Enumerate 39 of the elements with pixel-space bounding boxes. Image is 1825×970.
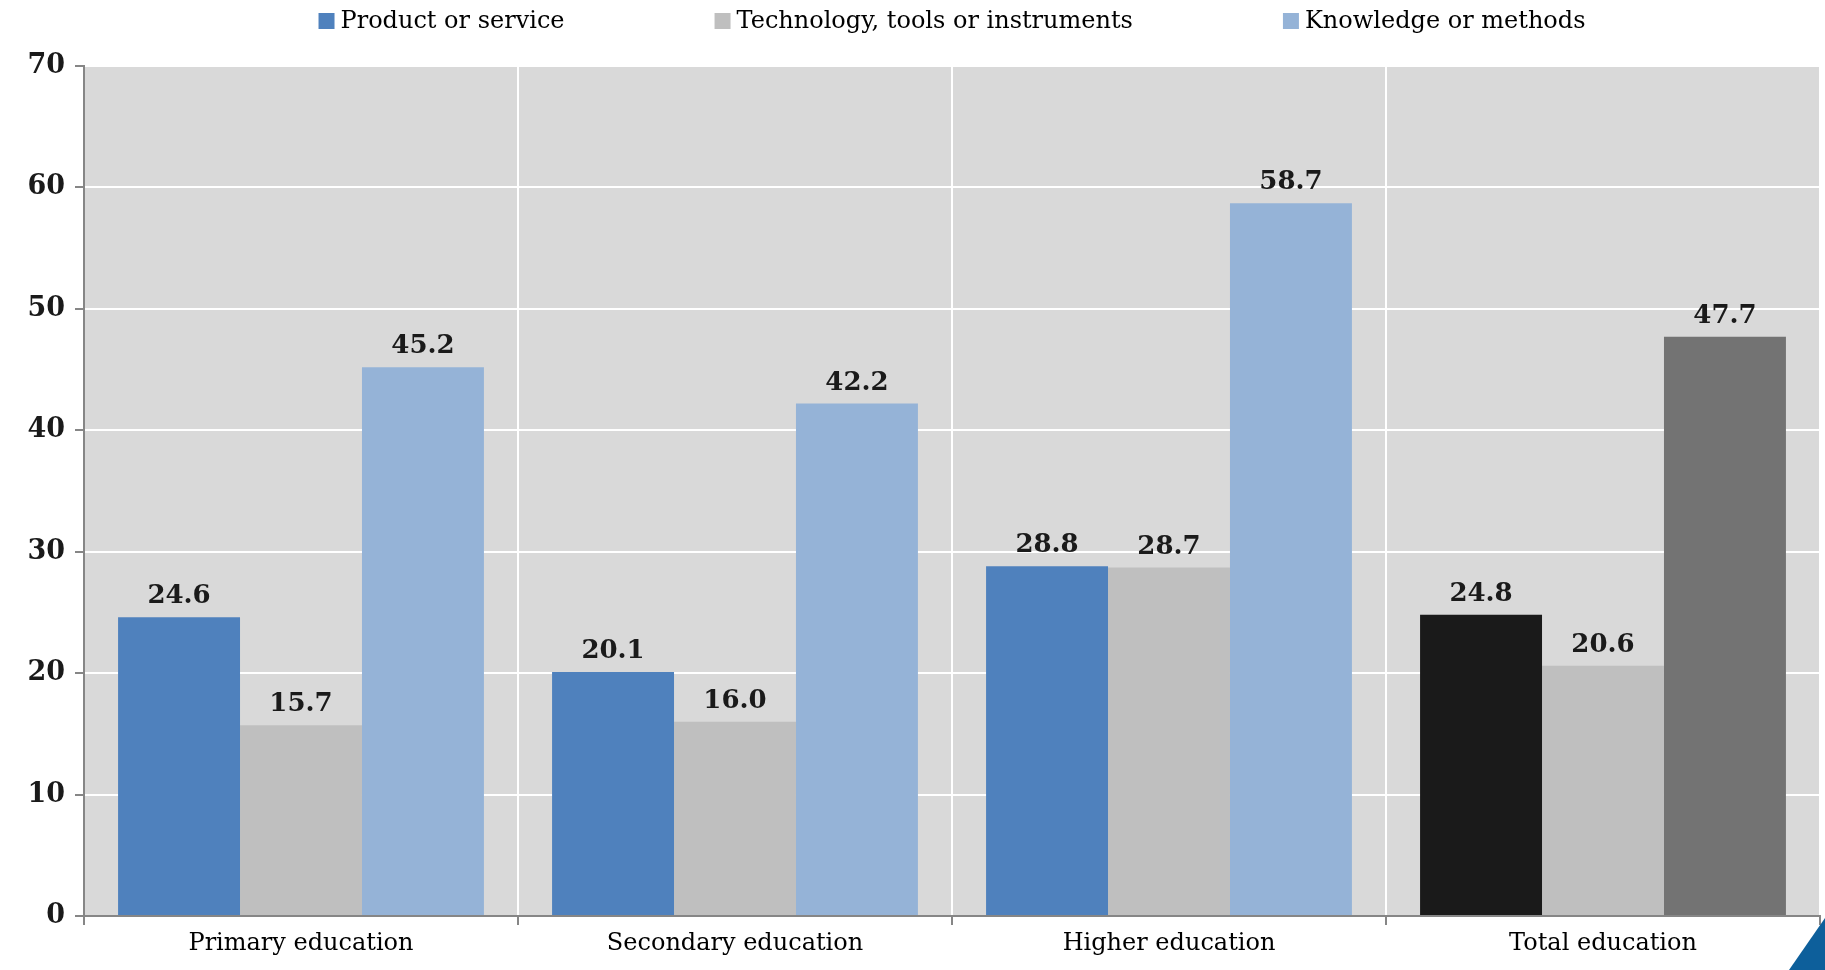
y-tick-label: 0 [46,898,65,930]
data-label: 28.7 [1137,529,1201,560]
data-label: 15.7 [269,687,333,718]
data-label: 24.8 [1449,576,1513,607]
legend-label: Technology, tools or instruments [736,6,1133,35]
bar [986,566,1109,915]
data-label: 20.6 [1571,627,1635,658]
bar [1108,567,1230,915]
y-tick-label: 30 [27,533,65,565]
bar [1420,614,1543,915]
data-label: 28.8 [1015,528,1079,559]
bar [118,617,241,915]
bar [361,367,484,915]
legend-label: Product or service [340,6,565,35]
y-tick-label: 40 [27,412,65,444]
y-tick-label: 60 [27,169,65,201]
y-tick-label: 50 [27,290,65,322]
data-label: 24.6 [147,579,211,610]
y-tick-label: 10 [27,776,65,808]
x-tick-label: Secondary education [606,927,864,956]
bar [1542,665,1664,915]
y-tick-label: 20 [27,655,65,687]
data-label: 47.7 [1693,298,1757,329]
bar [1663,336,1786,915]
data-label: 45.2 [391,329,455,360]
bar [240,725,362,915]
data-label: 16.0 [703,683,767,714]
y-tick-label: 70 [27,48,65,80]
data-label: 42.2 [825,365,889,396]
x-tick-label: Primary education [188,927,414,956]
bar [795,403,918,915]
x-tick-label: Total education [1509,927,1697,956]
data-label: 58.7 [1259,165,1323,196]
legend-label: Knowledge or methods [1304,6,1586,35]
x-tick-label: Higher education [1062,927,1276,956]
data-label: 20.1 [581,633,645,664]
bar [674,721,796,915]
bar [1229,203,1352,915]
bar [552,671,675,915]
